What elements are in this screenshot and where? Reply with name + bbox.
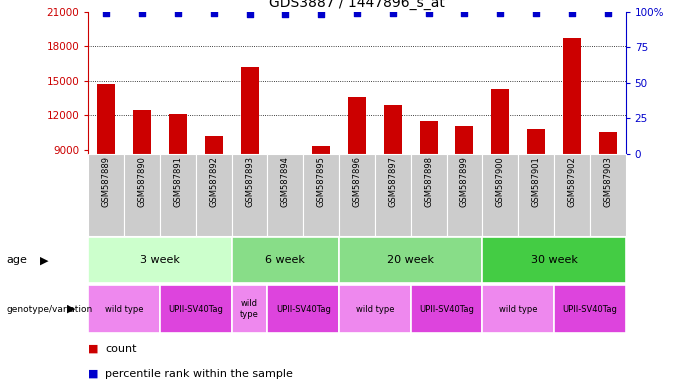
Text: GSM587901: GSM587901 — [532, 156, 541, 207]
Point — [244, 11, 255, 17]
Text: genotype/variation: genotype/variation — [7, 305, 93, 314]
Bar — [160, 154, 196, 236]
Text: GSM587898: GSM587898 — [424, 156, 433, 207]
Bar — [196, 154, 232, 236]
Bar — [482, 154, 518, 236]
Point — [423, 10, 434, 16]
Point — [530, 10, 541, 16]
Bar — [232, 285, 267, 333]
Bar — [518, 154, 554, 236]
Bar — [88, 285, 160, 333]
Bar — [97, 84, 116, 154]
Point — [352, 10, 362, 16]
Text: GSM587889: GSM587889 — [102, 156, 111, 207]
Bar — [88, 237, 232, 283]
Text: GSM587900: GSM587900 — [496, 156, 505, 207]
Bar — [456, 126, 473, 154]
Text: ▶: ▶ — [40, 255, 48, 265]
Point — [208, 10, 219, 16]
Bar — [124, 154, 160, 236]
Bar — [598, 132, 617, 154]
Text: 3 week: 3 week — [140, 255, 180, 265]
Point — [566, 10, 577, 16]
Text: GSM587891: GSM587891 — [173, 156, 182, 207]
Bar — [411, 285, 482, 333]
Text: ▶: ▶ — [67, 304, 75, 314]
Bar — [384, 105, 402, 154]
Text: wild type: wild type — [105, 305, 143, 314]
Text: GSM587892: GSM587892 — [209, 156, 218, 207]
Bar — [88, 154, 124, 236]
Text: 20 week: 20 week — [387, 255, 435, 265]
Text: GSM587890: GSM587890 — [137, 156, 147, 207]
Text: wild type: wild type — [356, 305, 394, 314]
Bar — [491, 89, 509, 154]
Point — [459, 10, 470, 16]
Bar — [554, 285, 626, 333]
Point — [137, 10, 148, 16]
Text: GSM587902: GSM587902 — [567, 156, 577, 207]
Bar — [339, 154, 375, 236]
Bar — [232, 154, 267, 236]
Point — [495, 10, 506, 16]
Bar — [420, 121, 438, 154]
Bar — [411, 154, 447, 236]
Point — [388, 10, 398, 16]
Text: UPII-SV40Tag: UPII-SV40Tag — [419, 305, 474, 314]
Text: wild type: wild type — [499, 305, 537, 314]
Bar — [348, 97, 366, 154]
Point — [173, 10, 184, 16]
Bar — [160, 285, 232, 333]
Text: UPII-SV40Tag: UPII-SV40Tag — [169, 305, 223, 314]
Bar — [375, 154, 411, 236]
Bar — [482, 237, 626, 283]
Bar — [205, 136, 223, 154]
Text: count: count — [105, 344, 137, 354]
Text: GSM587903: GSM587903 — [603, 156, 612, 207]
Bar — [169, 114, 187, 154]
Bar — [590, 154, 626, 236]
Bar — [563, 38, 581, 154]
Title: GDS3887 / 1447896_s_at: GDS3887 / 1447896_s_at — [269, 0, 445, 10]
Text: GSM587894: GSM587894 — [281, 156, 290, 207]
Text: 30 week: 30 week — [530, 255, 577, 265]
Text: GSM587899: GSM587899 — [460, 156, 469, 207]
Text: GSM587893: GSM587893 — [245, 156, 254, 207]
Bar — [312, 146, 330, 154]
Point — [101, 10, 112, 16]
Bar — [482, 285, 554, 333]
Bar — [447, 154, 482, 236]
Text: ■: ■ — [88, 344, 99, 354]
Bar — [339, 237, 482, 283]
Bar — [133, 110, 151, 154]
Text: 6 week: 6 week — [265, 255, 305, 265]
Point — [602, 10, 613, 16]
Text: UPII-SV40Tag: UPII-SV40Tag — [276, 305, 330, 314]
Bar — [554, 154, 590, 236]
Text: wild
type: wild type — [240, 300, 259, 319]
Text: GSM587896: GSM587896 — [352, 156, 362, 207]
Text: UPII-SV40Tag: UPII-SV40Tag — [562, 305, 617, 314]
Text: ■: ■ — [88, 369, 99, 379]
Bar — [527, 129, 545, 154]
Bar — [241, 67, 258, 154]
Bar — [339, 285, 411, 333]
Text: percentile rank within the sample: percentile rank within the sample — [105, 369, 293, 379]
Bar — [267, 285, 339, 333]
Bar — [267, 154, 303, 236]
Point — [280, 11, 291, 17]
Text: GSM587897: GSM587897 — [388, 156, 397, 207]
Bar — [232, 237, 339, 283]
Text: GSM587895: GSM587895 — [317, 156, 326, 207]
Bar — [303, 154, 339, 236]
Text: age: age — [7, 255, 28, 265]
Point — [316, 11, 326, 17]
